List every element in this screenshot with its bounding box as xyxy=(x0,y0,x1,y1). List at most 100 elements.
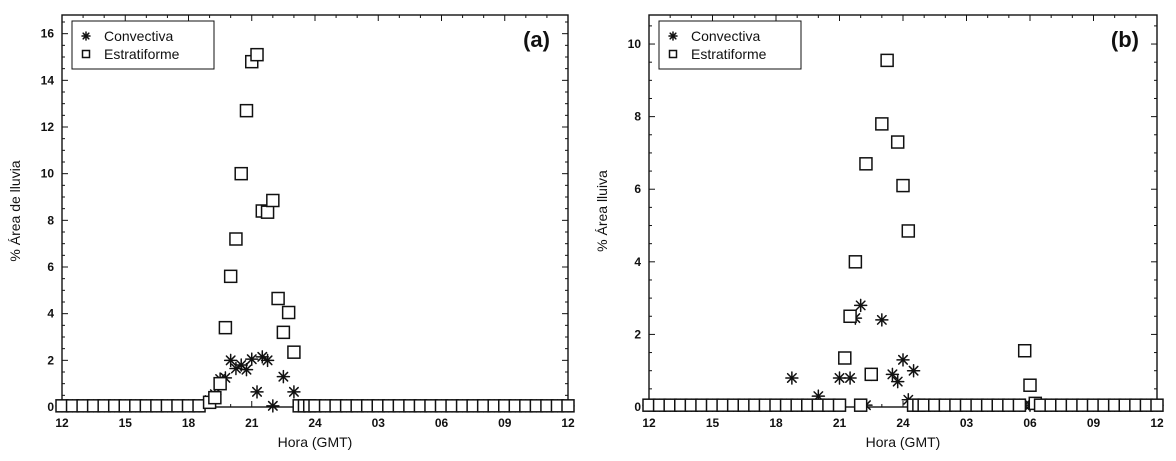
legend-square-marker xyxy=(668,49,678,59)
data-point xyxy=(245,352,259,366)
data-point xyxy=(260,205,275,219)
data-point xyxy=(287,385,301,399)
x-tick-label: 03 xyxy=(960,416,974,430)
data-point xyxy=(1012,398,1027,412)
y-tick-label: 4 xyxy=(634,255,641,269)
series-convectiva xyxy=(642,298,1164,412)
data-point xyxy=(250,385,264,399)
x-tick-label: 12 xyxy=(1150,416,1164,430)
panel-label-a: (a) xyxy=(523,27,550,52)
series-estratiforme xyxy=(55,47,575,413)
x-axis-title: Hora (GMT) xyxy=(866,434,941,450)
data-point xyxy=(1150,398,1164,412)
plot-frame xyxy=(648,14,1158,408)
plot-frame xyxy=(61,14,569,408)
data-point xyxy=(218,320,233,335)
x-tick-label: 24 xyxy=(308,416,322,430)
data-point xyxy=(853,398,868,412)
y-tick-label: 10 xyxy=(41,167,55,181)
y-tick-label: 2 xyxy=(634,327,641,341)
x-tick-label: 03 xyxy=(372,416,386,430)
data-point xyxy=(832,398,847,412)
y-tick-label: 6 xyxy=(47,260,54,274)
x-tick-label: 09 xyxy=(1087,416,1101,430)
y-axis-title: % Área de lluvia xyxy=(7,160,23,261)
data-point xyxy=(890,135,905,149)
data-point xyxy=(901,224,916,238)
legend-label: Convectiva xyxy=(691,28,760,44)
data-point xyxy=(880,53,894,68)
data-point xyxy=(276,325,291,340)
data-point xyxy=(785,371,799,385)
legend-square-marker xyxy=(81,49,91,59)
y-tick-label: 2 xyxy=(47,353,54,367)
y-tick-label: 0 xyxy=(634,400,641,414)
data-point xyxy=(266,399,280,413)
x-tick-label: 21 xyxy=(245,416,259,430)
legend-label: Estratiforme xyxy=(104,46,180,62)
data-point xyxy=(875,313,889,327)
data-point xyxy=(843,309,857,324)
y-tick-label: 8 xyxy=(634,110,641,124)
x-tick-label: 21 xyxy=(833,416,847,430)
data-point xyxy=(885,367,900,382)
panel-label-b: (b) xyxy=(1111,27,1139,52)
data-point xyxy=(896,178,910,193)
data-point xyxy=(223,353,238,368)
data-point xyxy=(875,117,889,131)
data-point xyxy=(208,390,222,405)
data-point xyxy=(287,345,301,359)
legend-box xyxy=(71,20,215,70)
legend: Convectiva Estratiforme xyxy=(71,20,215,70)
y-tick-label: 10 xyxy=(628,37,642,51)
data-point xyxy=(838,351,852,365)
x-tick-label: 12 xyxy=(642,416,656,430)
y-tick-label: 4 xyxy=(47,307,54,321)
x-tick-label: 18 xyxy=(769,416,783,430)
y-tick-label: 12 xyxy=(41,120,55,134)
x-tick-label: 06 xyxy=(1023,416,1037,430)
data-point xyxy=(859,157,873,171)
legend-asterisk-marker xyxy=(81,31,91,41)
y-tick-label: 14 xyxy=(41,73,55,87)
data-point xyxy=(250,47,264,62)
data-point xyxy=(843,371,857,385)
legend-label: Estratiforme xyxy=(691,46,767,62)
legend: Convectiva Estratiforme xyxy=(658,20,802,70)
series-estratiforme xyxy=(642,53,1164,412)
data-point xyxy=(229,232,243,246)
data-point xyxy=(260,353,275,368)
data-point xyxy=(223,269,238,284)
data-point xyxy=(1017,343,1032,358)
data-point xyxy=(276,369,291,384)
legend-asterisk-marker xyxy=(668,31,678,41)
data-point xyxy=(848,255,863,269)
data-point xyxy=(266,193,280,208)
x-tick-label: 06 xyxy=(435,416,449,430)
y-tick-label: 16 xyxy=(41,27,55,41)
data-point xyxy=(1023,378,1037,392)
data-point xyxy=(864,367,878,382)
x-tick-label: 15 xyxy=(119,416,133,430)
legend-label: Convectiva xyxy=(104,28,173,44)
data-point xyxy=(239,362,254,377)
x-axis-title: Hora (GMT) xyxy=(278,434,353,450)
data-point xyxy=(271,291,285,306)
y-tick-label: 0 xyxy=(47,400,54,414)
data-point xyxy=(234,166,248,181)
data-point xyxy=(239,103,254,118)
data-point xyxy=(853,298,868,313)
x-tick-label: 18 xyxy=(182,416,196,430)
data-point xyxy=(213,376,227,391)
y-tick-label: 8 xyxy=(47,213,54,227)
x-tick-label: 24 xyxy=(896,416,910,430)
data-point xyxy=(896,353,910,367)
y-tick-label: 6 xyxy=(634,182,641,196)
data-point xyxy=(281,305,296,320)
x-tick-label: 15 xyxy=(706,416,720,430)
x-tick-label: 12 xyxy=(55,416,69,430)
x-tick-label: 12 xyxy=(561,416,575,430)
